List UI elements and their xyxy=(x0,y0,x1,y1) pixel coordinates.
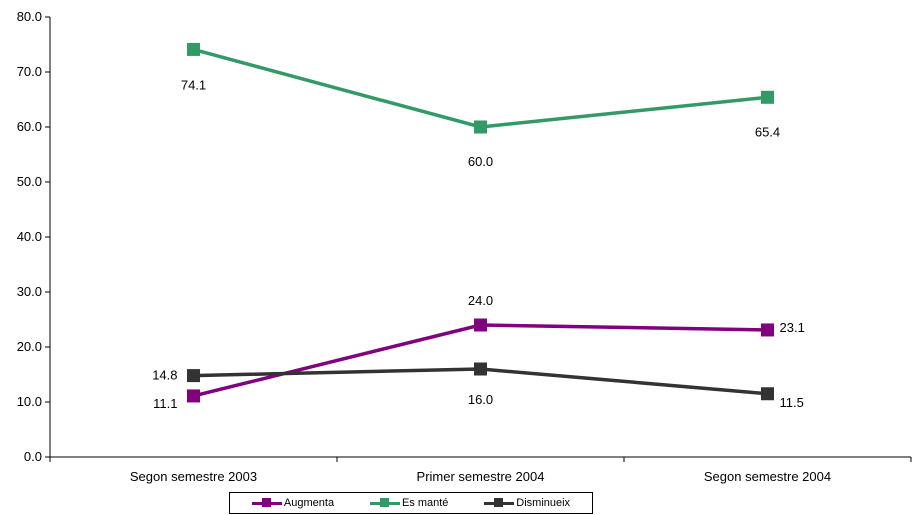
legend-label-augmenta: Augmenta xyxy=(283,497,335,509)
y-tick-label: 70.0 xyxy=(17,64,42,79)
legend: Augmenta Es manté Disminueix xyxy=(229,492,593,514)
legend-swatch-es-mante xyxy=(369,498,400,508)
data-point-augmenta xyxy=(187,389,200,403)
data-point-es-mante xyxy=(761,90,774,104)
legend-label-disminueix: Disminueix xyxy=(516,497,571,509)
legend-item-disminueix: Disminueix xyxy=(484,497,570,509)
y-tick-label: 30.0 xyxy=(17,284,42,299)
data-label-es-mante: 74.1 xyxy=(181,77,206,92)
data-label-augmenta: 24.0 xyxy=(468,293,493,308)
data-label-augmenta: 23.1 xyxy=(780,320,805,335)
data-label-es-mante: 65.4 xyxy=(755,124,780,139)
legend-swatch-augmenta xyxy=(251,498,282,508)
x-tick-label: Segon semestre 2003 xyxy=(130,469,257,484)
data-labels: 11.1 24.0 23.1 74.1 60.0 65.4 14.8 16.0 11.5 xyxy=(152,77,805,411)
series-lines xyxy=(193,47,768,398)
data-label-augmenta: 11.1 xyxy=(153,396,177,411)
data-label-disminueix: 11.5 xyxy=(780,395,804,410)
data-point-augmenta xyxy=(474,318,487,332)
line-chart: 0.0 10.0 20.0 30.0 40.0 50.0 60.0 70.0 80.0 Segon… xyxy=(17,9,912,484)
legend-item-augmenta: Augmenta xyxy=(251,497,335,509)
data-label-disminueix: 14.8 xyxy=(152,368,177,383)
y-tick-label: 80.0 xyxy=(17,9,42,24)
x-tick-label: Segon semestre 2004 xyxy=(704,469,831,484)
y-tick-label: 60.0 xyxy=(17,119,42,134)
y-tick-label: 20.0 xyxy=(17,339,42,354)
y-tick-label: 10.0 xyxy=(17,394,42,409)
data-point-disminueix xyxy=(761,387,774,401)
data-point-disminueix xyxy=(474,362,487,376)
data-point-disminueix xyxy=(187,369,200,383)
legend-swatch-disminueix xyxy=(484,498,515,508)
chart-axes: 0.0 10.0 20.0 30.0 40.0 50.0 60.0 70.0 80.0 Segon… xyxy=(17,9,912,484)
x-tick-label: Primer semestre 2004 xyxy=(417,469,545,484)
series-points xyxy=(187,42,774,403)
legend-label-es-mante: Es manté xyxy=(401,497,449,509)
data-point-es-mante xyxy=(187,42,200,56)
data-point-augmenta xyxy=(761,323,774,337)
y-tick-label: 0.0 xyxy=(24,449,42,464)
y-tick-label: 50.0 xyxy=(17,174,42,189)
legend-item-es-mante: Es manté xyxy=(369,497,449,509)
data-label-disminueix: 16.0 xyxy=(468,392,493,407)
series-line-es-mante xyxy=(193,47,768,129)
data-label-es-mante: 60.0 xyxy=(468,154,493,169)
data-point-es-mante xyxy=(474,120,487,134)
y-tick-label: 40.0 xyxy=(17,229,42,244)
